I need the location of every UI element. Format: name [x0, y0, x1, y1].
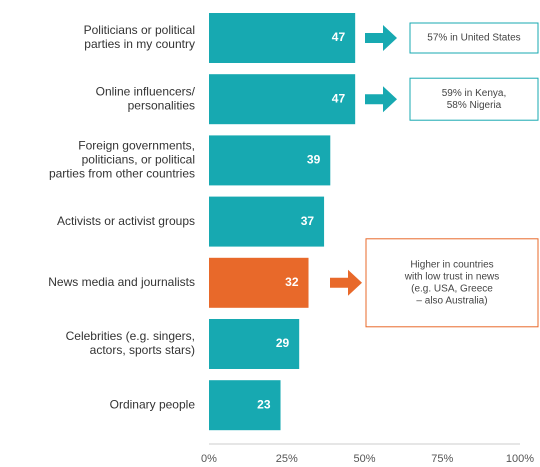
value-label: 47 — [332, 30, 346, 44]
annotation-box — [409, 22, 539, 54]
annotation-text: Higher in countries — [410, 259, 493, 270]
annotation-text: – also Australia) — [416, 295, 487, 306]
bar — [209, 74, 356, 125]
category-label: News media and journalists — [48, 275, 195, 289]
value-label: 37 — [301, 214, 315, 228]
value-label: 23 — [257, 397, 271, 411]
category-label: Celebrities (e.g. singers, — [66, 329, 195, 343]
bar — [209, 13, 356, 63]
arrow — [365, 86, 397, 113]
category-label: parties in my country — [84, 37, 195, 51]
annotation-text: 58% Nigeria — [447, 100, 502, 111]
category-label: parties from other countries — [49, 167, 195, 181]
category-label: personalities — [128, 98, 195, 112]
category-label: actors, sports stars) — [90, 343, 195, 357]
annotation-box — [365, 238, 539, 328]
value-label: 39 — [307, 153, 321, 167]
value-label: 47 — [332, 91, 346, 105]
value-label: 29 — [276, 336, 290, 350]
annotation-text: 59% in Kenya, — [442, 88, 507, 99]
x-tick-label: 50% — [353, 453, 375, 465]
x-tick-label: 75% — [431, 453, 453, 465]
x-tick-label: 100% — [506, 453, 534, 465]
category-label: Politicians or political — [84, 23, 195, 37]
x-tick-label: 25% — [276, 453, 298, 465]
arrow — [365, 25, 397, 51]
annotation-text: with low trust in news — [404, 271, 499, 282]
bar — [209, 380, 281, 431]
category-label: Ordinary people — [110, 397, 196, 411]
bar — [209, 196, 325, 247]
bar — [209, 257, 309, 308]
bar — [209, 135, 331, 186]
value-label: 32 — [285, 275, 299, 289]
x-tick-label: 0% — [201, 453, 217, 465]
bar — [209, 319, 300, 369]
annotation-text: (e.g. USA, Greece — [411, 283, 493, 294]
annotation-box — [409, 77, 539, 121]
category-label: Online influencers/ — [96, 84, 196, 98]
category-label: Activists or activist groups — [57, 214, 195, 228]
category-label: Foreign governments, — [78, 139, 195, 153]
annotation-text: 57% in United States — [427, 33, 520, 44]
category-label: politicians, or political — [82, 153, 195, 167]
arrow — [330, 269, 362, 296]
